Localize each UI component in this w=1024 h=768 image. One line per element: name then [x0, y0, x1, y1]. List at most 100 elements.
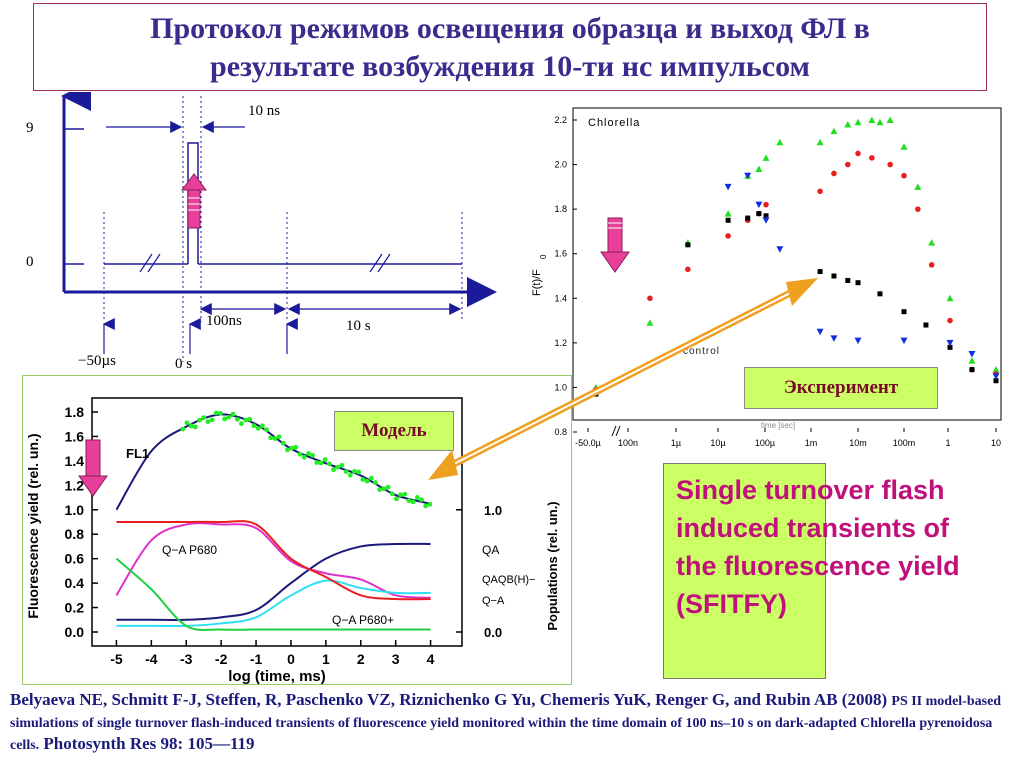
model-ytick-label: 1.8: [65, 404, 85, 420]
model-ytick-label: 1.2: [65, 477, 85, 493]
exp-point-blue: [900, 337, 908, 345]
model-xtick-label: -1: [250, 651, 263, 667]
interval-100ns-label: 100ns: [206, 313, 242, 329]
exp-point-red: [855, 150, 861, 157]
model-ytick-label: 0.8: [65, 526, 85, 542]
exp-point-blue: [968, 351, 976, 358]
exp-point-green: [646, 319, 654, 326]
exp-xtick-label: -50.0µ: [575, 438, 601, 448]
model-data-point: [297, 451, 303, 457]
exp-ytick-label: 1.6: [554, 249, 567, 259]
exp-point-black: [855, 280, 861, 286]
model-data-point: [209, 417, 215, 423]
exp-xlabel: time [sec]: [761, 421, 795, 430]
exp-xtick-label: 100m: [893, 438, 916, 448]
exp-point-black: [725, 217, 731, 223]
interval-10s-label: 10 s: [346, 318, 371, 334]
model-data-point: [310, 452, 316, 458]
model-data-point: [398, 492, 403, 498]
model-xtick-label: -2: [215, 651, 228, 667]
model-xtick-label: -5: [110, 651, 123, 667]
model-ytick-label: 0.4: [65, 575, 85, 591]
model-panel: [22, 375, 572, 685]
exp-point-black: [831, 273, 837, 279]
flash-up-arrow-icon: [181, 173, 207, 229]
model-data-point: [230, 411, 236, 417]
exp-point-green: [755, 165, 763, 173]
exp-point-green: [816, 138, 824, 146]
model-xtick-label: 1: [322, 651, 330, 667]
exp-xtick-label: 10µ: [710, 438, 725, 448]
curve-label-qa-p680: Q−A P680: [162, 543, 217, 557]
experiment-badge: Эксперимент: [744, 367, 938, 409]
exp-point-red: [869, 155, 875, 161]
model-ytick-label: 1.0: [65, 502, 85, 518]
model-data-point: [402, 491, 408, 497]
curve-label-qa: QA: [482, 543, 499, 557]
exp-point-green: [868, 116, 876, 123]
exp-point-green: [968, 357, 976, 364]
exp-point-red: [915, 206, 921, 212]
experiment-ylabel-sub: 0: [539, 254, 548, 259]
exp-point-green: [946, 294, 954, 302]
exp-point-green: [844, 120, 852, 128]
exp-ytick-label: 2.0: [554, 160, 567, 170]
sample-label: Chlorella: [588, 117, 640, 129]
model-ytick-right-label: 0.0: [484, 625, 502, 640]
model-ylabel: Fluorescence yield (rel. un.): [25, 433, 41, 618]
exp-point-blue: [830, 335, 838, 342]
exp-point-blue: [724, 183, 732, 191]
model-ytick-label: 1.4: [65, 453, 85, 469]
exp-point-blue: [946, 339, 954, 347]
control-label: control: [683, 346, 720, 357]
exp-point-blue: [744, 172, 752, 180]
model-data-point: [188, 423, 194, 429]
model-data-point: [280, 440, 286, 446]
exp-point-red: [685, 266, 691, 273]
model-data-point: [364, 478, 370, 484]
protocol-y-high: 9: [26, 120, 34, 136]
model-data-point: [381, 486, 387, 492]
exp-xtick-label: 1m: [805, 438, 818, 448]
model-data-point: [356, 469, 362, 475]
model-data-point: [247, 416, 253, 422]
model-xtick-label: 3: [392, 651, 400, 667]
model-data-point: [326, 461, 332, 467]
title-line-2: результате возбуждения 10-ти нс импульсо…: [210, 50, 810, 83]
exp-ytick-label: 1.0: [554, 382, 567, 392]
exp-xtick-label: 1: [945, 438, 950, 448]
model-data-point: [213, 410, 219, 416]
exp-ytick-label: 1.4: [554, 293, 567, 303]
model-data-point: [318, 460, 324, 466]
exp-point-green: [854, 118, 862, 126]
exp-point-red: [763, 201, 769, 208]
exp-point-black: [817, 269, 823, 275]
time-zero-label: 0 s: [175, 356, 193, 372]
experiment-ylabel: F(t)/F: [531, 269, 543, 296]
exp-point-blue: [992, 373, 1000, 380]
model-data-point: [301, 454, 307, 460]
model-data-point: [276, 434, 282, 440]
exp-point-black: [756, 211, 762, 217]
model-data-point: [264, 427, 269, 433]
exp-point-green: [830, 127, 838, 135]
exp-point-green: [914, 183, 922, 190]
model-data-point: [205, 419, 211, 425]
model-data-point: [406, 498, 412, 504]
exp-point-green: [900, 143, 908, 150]
sfitfy-text: Single turnover flash induced transients…: [676, 475, 960, 619]
exp-point-red: [817, 188, 823, 195]
curve-label-qa-minus: Q−A: [482, 595, 505, 607]
model-data-point: [314, 460, 320, 465]
curve-label-qaqb: QAQB(H)−: [482, 574, 535, 586]
model-ytick-label: 0.6: [65, 551, 85, 567]
model-data-point: [419, 497, 424, 503]
exp-point-green: [776, 138, 784, 146]
citation-title: PS II model-based simulations of single …: [10, 694, 1002, 753]
exp-point-red: [647, 295, 653, 302]
model-data-point: [184, 420, 190, 426]
model-xtick-label: -3: [180, 651, 193, 667]
model-ytick-right-label: 1.0: [484, 503, 502, 518]
exp-point-red: [901, 172, 907, 179]
exp-point-black: [923, 322, 929, 328]
